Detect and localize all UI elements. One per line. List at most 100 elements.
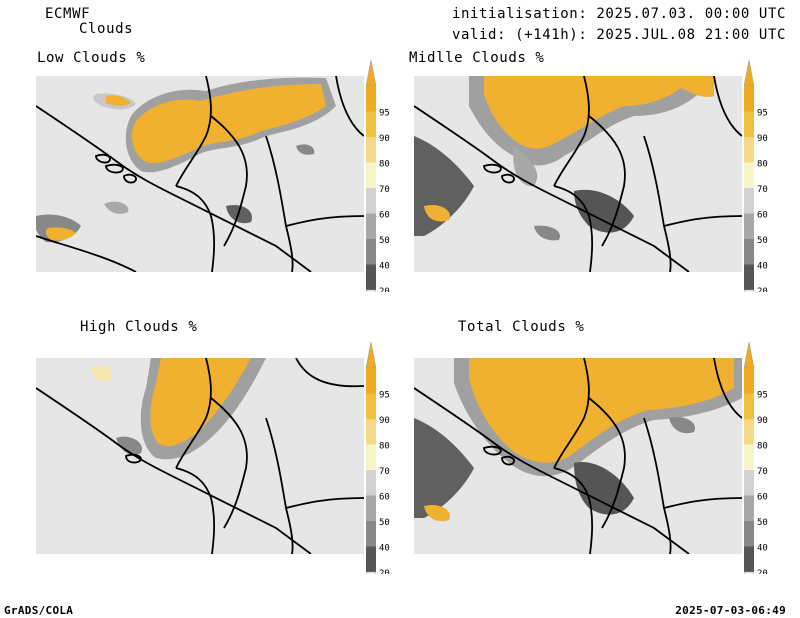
footer-timestamp: 2025-07-03-06:49 [675,604,786,617]
colorbar-segment [744,137,754,163]
cloud-field [414,76,714,241]
colorbar-label: 90 [379,416,390,426]
colorbar-segment [744,546,754,572]
colorbar-label: 20 [757,569,768,574]
colorbar-label: 95 [757,391,768,401]
colorbar-label: 40 [379,544,390,554]
colorbar-top-arrow [743,342,755,369]
map-low [36,76,364,272]
product-name: Clouds [79,21,134,37]
colorbar-segment [744,368,754,394]
colorbar-segment [744,521,754,547]
colorbar-label: 90 [757,134,768,144]
colorbar-segment [366,419,376,445]
colorbar-label: 95 [379,109,390,119]
colorbar-segment [744,162,754,188]
colorbar-segment [744,419,754,445]
panel-title-low: Low Clouds % [37,50,146,66]
colorbar-label: 20 [379,569,390,574]
cloud-field [36,77,336,243]
model-name: ECMWF [45,6,91,22]
colorbar-segment [744,444,754,470]
coastlines-borders [36,76,364,272]
colorbar-bottom-arrow [365,289,377,292]
colorbar-segment [366,470,376,496]
map-total [414,358,742,554]
colorbar: 95 90 80 70 60 50 40 20 [743,60,768,292]
colorbar-segment [366,546,376,572]
colorbar-label: 20 [379,287,390,292]
colorbar-top-arrow [365,342,377,369]
colorbar-label: 50 [379,518,390,528]
colorbar-low: 95 90 80 70 60 50 40 20 [364,60,408,292]
colorbar: 95 90 80 70 60 50 40 20 [365,60,390,292]
colorbar-label: 80 [757,442,768,452]
colorbar-label: 60 [379,493,390,503]
cloud-field [414,358,742,522]
colorbar-segment [744,86,754,112]
coastlines-borders [36,358,364,554]
colorbar-label: 90 [379,134,390,144]
colorbar-segment [366,393,376,419]
footer-software: GrADS/COLA [4,604,74,617]
colorbar-segment [744,213,754,239]
colorbar-segment [366,264,376,290]
map-panel-high [36,358,364,554]
colorbar-segment [744,495,754,521]
colorbar-segment [366,239,376,265]
colorbar-label: 70 [757,467,768,477]
colorbar-label: 80 [757,160,768,170]
colorbar-label: 50 [757,518,768,528]
colorbar-label: 70 [379,467,390,477]
colorbar: 95 90 80 70 60 50 40 20 [743,342,768,574]
colorbar-label: 60 [757,493,768,503]
colorbar-label: 20 [757,287,768,292]
colorbar-segment [366,368,376,394]
colorbar-label: 50 [379,236,390,246]
map-panel-total [414,358,742,554]
colorbar-label: 40 [379,262,390,272]
colorbar-segment [366,495,376,521]
colorbar-segment [744,393,754,419]
map-panel-middle [414,76,742,272]
colorbar-bottom-arrow [743,289,755,292]
colorbar-segment [366,86,376,112]
colorbar-segment [366,188,376,214]
panel-title-high: High Clouds % [80,319,198,335]
colorbar-segment [366,162,376,188]
colorbar-label: 60 [379,211,390,221]
colorbar-bottom-arrow [743,571,755,574]
colorbar-label: 90 [757,416,768,426]
colorbar-segment [366,111,376,137]
colorbar-total: 95 90 80 70 60 50 40 20 [742,342,786,574]
coastlines-borders [414,358,742,554]
colorbar-segment [744,188,754,214]
map-middle [414,76,742,272]
colorbar-label: 70 [379,185,390,195]
colorbar-label: 80 [379,442,390,452]
colorbar-segment [366,137,376,163]
colorbar-label: 40 [757,262,768,272]
colorbar-label: 95 [379,391,390,401]
map-high [36,358,364,554]
colorbar-segment [366,213,376,239]
colorbar-top-arrow [365,60,377,87]
colorbar: 95 90 80 70 60 50 40 20 [365,342,390,574]
colorbar-segment [744,264,754,290]
map-panel-low [36,76,364,272]
colorbar-label: 80 [379,160,390,170]
colorbar-label: 60 [757,211,768,221]
colorbar-label: 95 [757,109,768,119]
colorbar-label: 50 [757,236,768,246]
cloud-field [91,358,266,460]
colorbar-segment [366,521,376,547]
colorbar-label: 40 [757,544,768,554]
coastlines-borders [414,76,742,272]
colorbar-bottom-arrow [365,571,377,574]
colorbar-top-arrow [743,60,755,87]
panel-title-total: Total Clouds % [458,319,585,335]
colorbar-middle: 95 90 80 70 60 50 40 20 [742,60,786,292]
valid-time: valid: (+141h): 2025.JUL.08 21:00 UTC [451,27,786,43]
colorbar-high: 95 90 80 70 60 50 40 20 [364,342,408,574]
colorbar-segment [744,470,754,496]
